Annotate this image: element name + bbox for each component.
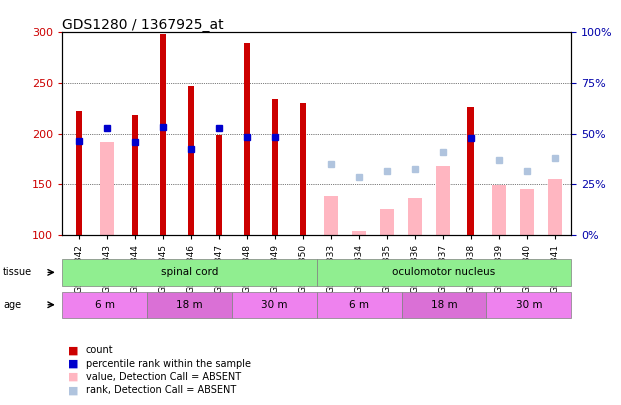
Bar (379, 209, 394, 235)
Bar (520, 189, 533, 235)
Text: percentile rank within the sample: percentile rank within the sample (86, 359, 251, 369)
Bar (492, 185, 505, 235)
Bar (100, 142, 114, 235)
Text: spinal cord: spinal cord (161, 267, 218, 277)
Bar (548, 179, 561, 235)
Text: value, Detection Call = ABSENT: value, Detection Call = ABSENT (86, 372, 241, 382)
Text: oculomotor nucleus: oculomotor nucleus (392, 267, 496, 277)
Text: tissue: tissue (3, 267, 32, 277)
Text: 6 m: 6 m (94, 300, 114, 310)
Text: ■: ■ (68, 359, 79, 369)
Text: ■: ■ (68, 345, 79, 355)
Bar (468, 107, 474, 235)
Bar (351, 231, 366, 235)
Bar (160, 34, 166, 235)
Bar (271, 99, 278, 235)
Bar (299, 103, 306, 235)
Text: rank, Detection Call = ABSENT: rank, Detection Call = ABSENT (86, 386, 236, 395)
Text: 18 m: 18 m (431, 300, 457, 310)
Text: 30 m: 30 m (261, 300, 288, 310)
Text: GDS1280 / 1367925_at: GDS1280 / 1367925_at (62, 18, 224, 32)
Bar (407, 198, 422, 235)
Bar (324, 196, 338, 235)
Bar (215, 134, 222, 235)
Text: count: count (86, 345, 113, 355)
Text: 6 m: 6 m (349, 300, 369, 310)
Text: age: age (3, 300, 21, 310)
Bar (243, 43, 250, 235)
Text: 18 m: 18 m (176, 300, 202, 310)
Bar (76, 111, 82, 235)
Text: 30 m: 30 m (515, 300, 542, 310)
Bar (132, 115, 138, 235)
Text: ■: ■ (68, 386, 79, 395)
Text: ■: ■ (68, 372, 79, 382)
Bar (188, 86, 194, 235)
Bar (435, 166, 450, 235)
